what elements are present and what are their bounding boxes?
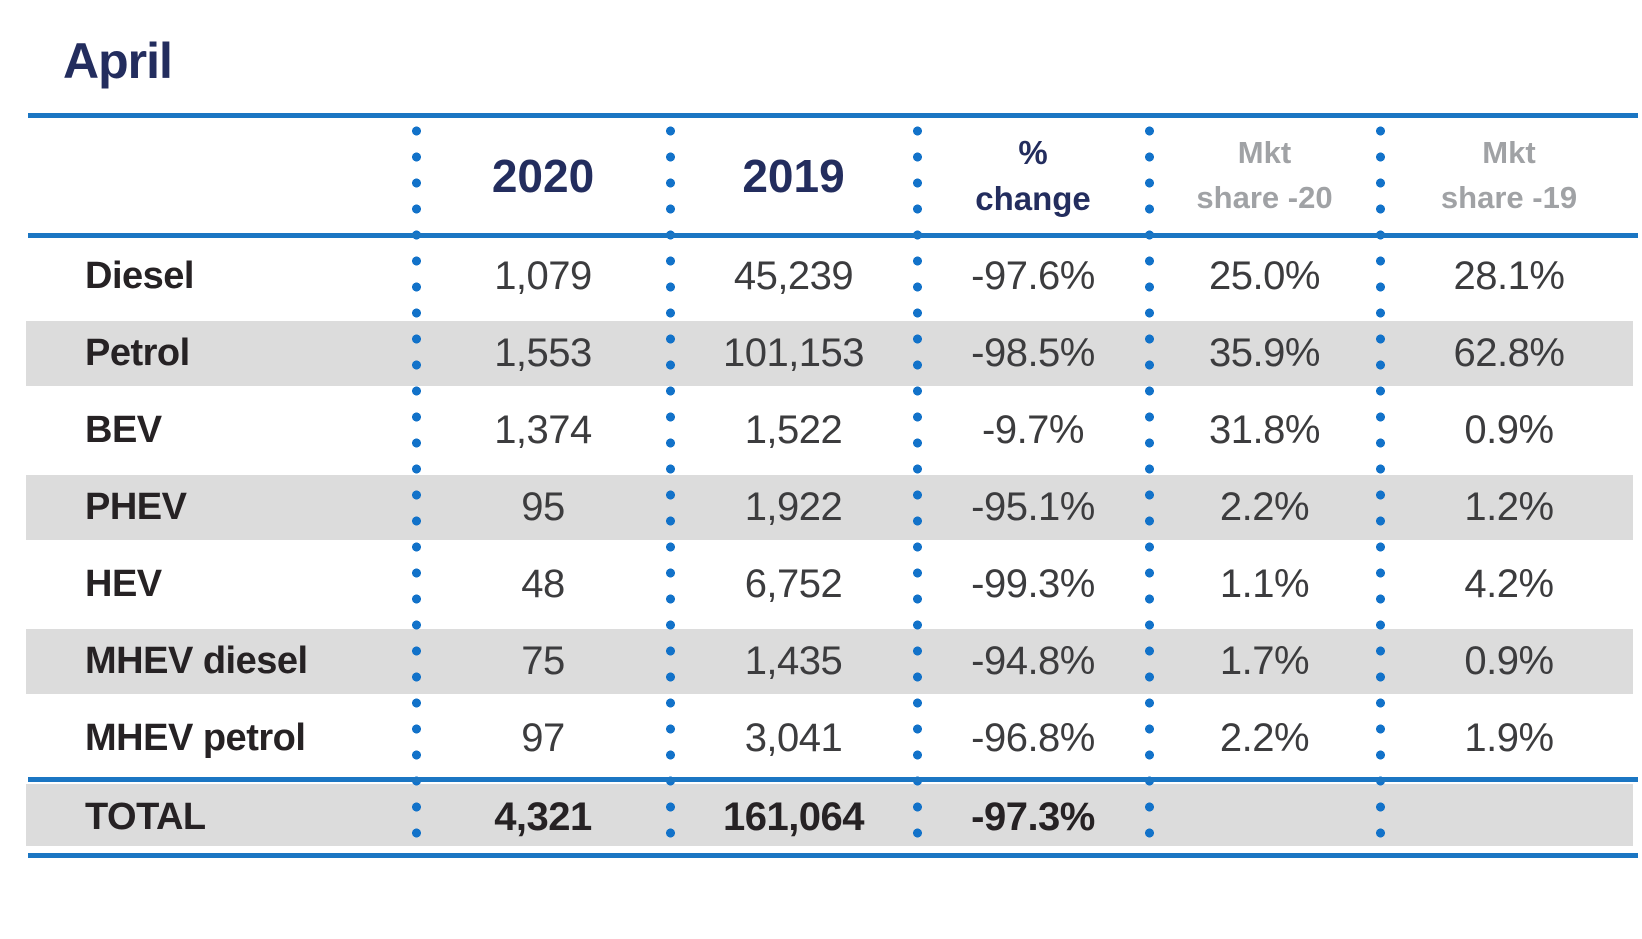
cell-2020: 4,321 bbox=[494, 795, 592, 839]
cell-mkt-share-19: 28.1% bbox=[1453, 254, 1565, 298]
cell-2019: 3,041 bbox=[744, 716, 843, 760]
header-mkt-share-20: Mkt share -20 bbox=[1149, 118, 1380, 233]
cell-pct-change: -97.3% bbox=[971, 795, 1095, 839]
row-band-petrol bbox=[26, 321, 1633, 386]
table-row-total: TOTAL 4,321 161,064 -97.3% bbox=[28, 782, 1638, 853]
divider-bottom bbox=[28, 853, 1638, 858]
month-title: April bbox=[63, 33, 173, 89]
header-mkt-share-19: Mkt share -19 bbox=[1380, 118, 1638, 233]
cell-pct-change: -99.3% bbox=[971, 562, 1095, 606]
cell-2019: 1,522 bbox=[744, 408, 843, 452]
cell-mkt-share-19: 62.8% bbox=[1453, 331, 1565, 375]
cell-mkt-share-19: 0.9% bbox=[1464, 408, 1554, 452]
row-band-mhev-diesel bbox=[26, 629, 1633, 694]
cell-mkt-share-19: 1.2% bbox=[1464, 485, 1554, 529]
dotted-column-separator bbox=[912, 118, 922, 853]
header-2019: 2019 bbox=[742, 149, 845, 202]
cell-pct-change: -95.1% bbox=[971, 485, 1095, 529]
row-label: Petrol bbox=[85, 332, 190, 374]
cell-mkt-share-20: 2.2% bbox=[1219, 485, 1310, 529]
row-band-total bbox=[26, 784, 1633, 846]
cell-mkt-share-19: 0.9% bbox=[1464, 639, 1554, 683]
row-label: HEV bbox=[85, 563, 162, 605]
cell-mkt-share-19: 1.9% bbox=[1464, 716, 1554, 760]
cell-pct-change: -94.8% bbox=[971, 639, 1095, 683]
cell-mkt-share-20: 35.9% bbox=[1209, 331, 1320, 375]
cell-2020: 1,553 bbox=[494, 331, 592, 375]
table-row-petrol: Petrol 1,553 101,153 -98.5% 35.9% 62.8% bbox=[28, 315, 1638, 392]
table-body: Diesel 1,079 45,239 -97.6% 25.0% 28.1% P… bbox=[28, 238, 1638, 777]
header-empty bbox=[28, 118, 416, 233]
cell-pct-change: -9.7% bbox=[982, 408, 1085, 452]
row-label: PHEV bbox=[85, 486, 187, 528]
cell-2019: 1,922 bbox=[744, 485, 843, 529]
cell-2020: 1,374 bbox=[494, 408, 592, 452]
cell-pct-change: -97.6% bbox=[971, 254, 1095, 298]
dotted-column-separator bbox=[411, 118, 421, 853]
divider-header bbox=[28, 233, 1638, 238]
divider-above-total bbox=[28, 777, 1638, 782]
cell-2019: 45,239 bbox=[733, 254, 854, 298]
cell-pct-change: -96.8% bbox=[971, 716, 1095, 760]
cell-2020: 97 bbox=[521, 716, 565, 760]
cell-pct-change: -98.5% bbox=[971, 331, 1095, 375]
header-pct-change-line2: change bbox=[975, 179, 1091, 217]
dotted-column-separator bbox=[1144, 118, 1154, 853]
cell-2019: 101,153 bbox=[722, 331, 865, 375]
header-pct-change-line1: % bbox=[1018, 133, 1048, 171]
cell-mkt-share-20: 1.7% bbox=[1219, 639, 1310, 683]
header-mkt-share-19-line2: share -19 bbox=[1440, 179, 1578, 215]
cell-2020: 75 bbox=[521, 639, 565, 683]
cell-2019: 161,064 bbox=[722, 795, 865, 839]
table-row-hev: HEV 48 6,752 -99.3% 1.1% 4.2% bbox=[28, 546, 1638, 623]
cell-2019: 6,752 bbox=[744, 562, 843, 606]
header-mkt-share-20-line1: Mkt bbox=[1237, 134, 1292, 170]
cell-mkt-share-20: 25.0% bbox=[1209, 254, 1320, 298]
table-row-mhev-petrol: MHEV petrol 97 3,041 -96.8% 2.2% 1.9% bbox=[28, 700, 1638, 777]
dotted-column-separator bbox=[665, 118, 675, 853]
row-label: MHEV petrol bbox=[85, 717, 306, 759]
header-mkt-share-19-line1: Mkt bbox=[1482, 134, 1536, 170]
table-row-phev: PHEV 95 1,922 -95.1% 2.2% 1.2% bbox=[28, 469, 1638, 546]
table-row-diesel: Diesel 1,079 45,239 -97.6% 25.0% 28.1% bbox=[28, 238, 1638, 315]
cell-mkt-share-20: 31.8% bbox=[1209, 408, 1320, 452]
header-2020: 2020 bbox=[491, 149, 595, 202]
header-mkt-share-20-line2: share -20 bbox=[1196, 179, 1333, 215]
row-label: TOTAL bbox=[85, 796, 206, 838]
table-row-bev: BEV 1,374 1,522 -9.7% 31.8% 0.9% bbox=[28, 392, 1638, 469]
header-pct-change: % change bbox=[917, 118, 1149, 233]
divider-top bbox=[28, 113, 1638, 118]
row-band-phev bbox=[26, 475, 1633, 540]
table-header: 2020 2019 % change Mkt share -20 Mkt sha… bbox=[28, 118, 1638, 233]
table-row-mhev-diesel: MHEV diesel 75 1,435 -94.8% 1.7% 0.9% bbox=[28, 623, 1638, 700]
cell-mkt-share-20: 1.1% bbox=[1219, 562, 1310, 606]
cell-mkt-share-19: 4.2% bbox=[1464, 562, 1554, 606]
data-table: 2020 2019 % change Mkt share -20 Mkt sha… bbox=[26, 113, 1638, 858]
cell-2020: 95 bbox=[521, 485, 565, 529]
row-label: BEV bbox=[85, 409, 162, 451]
cell-mkt-share-20: 2.2% bbox=[1219, 716, 1310, 760]
cell-2019: 1,435 bbox=[744, 639, 843, 683]
dotted-column-separator bbox=[1375, 118, 1385, 853]
row-label: MHEV diesel bbox=[85, 640, 308, 682]
cell-2020: 48 bbox=[521, 562, 565, 606]
row-label: Diesel bbox=[85, 255, 194, 297]
cell-2020: 1,079 bbox=[494, 254, 592, 298]
